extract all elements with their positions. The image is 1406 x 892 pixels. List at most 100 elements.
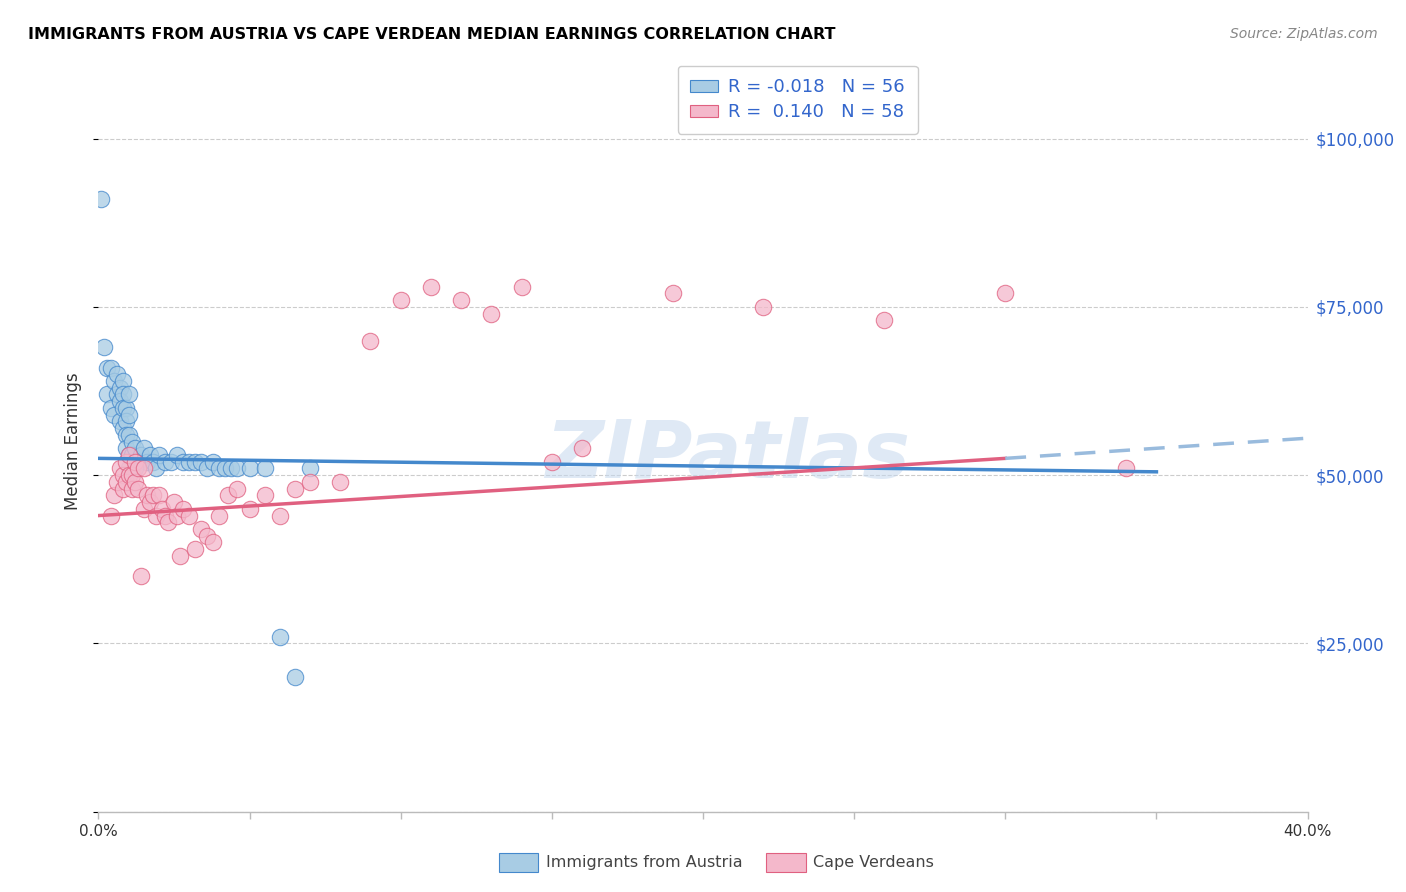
Point [329, 475, 352, 489]
Point [420, 279, 443, 293]
Point [105, 387, 128, 401]
Text: ZIPatlas: ZIPatlas [544, 417, 910, 495]
Point [121, 482, 143, 496]
Y-axis label: Median Earnings: Median Earnings [65, 373, 83, 510]
Point [118, 387, 141, 401]
Point [214, 461, 236, 475]
Point [299, 475, 322, 489]
Point [96, 387, 118, 401]
Point [226, 461, 249, 475]
Point [108, 394, 131, 409]
Point [132, 442, 155, 456]
Point [124, 455, 146, 469]
Point [166, 448, 188, 462]
Point [111, 374, 134, 388]
Point [153, 508, 176, 523]
Point [100, 401, 122, 415]
Point [148, 488, 170, 502]
Point [105, 475, 128, 489]
Point [121, 434, 143, 449]
Point [118, 468, 141, 483]
Point [481, 307, 503, 321]
Point [217, 488, 239, 502]
Point [118, 448, 141, 462]
Point [145, 508, 167, 523]
Point [124, 475, 146, 489]
Point [179, 455, 201, 469]
Point [190, 522, 212, 536]
Point [571, 442, 593, 456]
Point [127, 461, 149, 475]
Point [184, 455, 207, 469]
Point [239, 461, 262, 475]
Point [100, 508, 122, 523]
Point [208, 508, 231, 523]
Text: IMMIGRANTS FROM AUSTRIA VS CAPE VERDEAN MEDIAN EARNINGS CORRELATION CHART: IMMIGRANTS FROM AUSTRIA VS CAPE VERDEAN … [28, 27, 835, 42]
Point [269, 508, 291, 523]
Point [111, 401, 134, 415]
Point [90, 192, 112, 206]
Point [121, 448, 143, 462]
Point [96, 360, 118, 375]
Text: Cape Verdeans: Cape Verdeans [813, 855, 934, 870]
Point [299, 461, 322, 475]
Point [114, 442, 136, 456]
Point [111, 421, 134, 435]
Point [156, 516, 179, 530]
Point [111, 468, 134, 483]
Point [253, 488, 276, 502]
Point [195, 529, 218, 543]
Point [184, 542, 207, 557]
Point [127, 482, 149, 496]
Point [114, 414, 136, 428]
Point [135, 488, 157, 502]
Point [132, 501, 155, 516]
Point [114, 475, 136, 489]
Point [103, 374, 125, 388]
Point [103, 488, 125, 502]
Point [172, 501, 194, 516]
Point [100, 360, 122, 375]
Point [253, 461, 276, 475]
Point [540, 455, 562, 469]
Point [179, 508, 201, 523]
Point [114, 401, 136, 415]
Point [145, 461, 167, 475]
Point [239, 501, 262, 516]
Point [169, 549, 191, 563]
Point [129, 569, 152, 583]
Point [150, 501, 173, 516]
Point [661, 286, 683, 301]
Point [873, 313, 896, 327]
Point [118, 448, 141, 462]
Point [202, 455, 225, 469]
Point [166, 508, 188, 523]
Point [118, 427, 141, 442]
Point [108, 461, 131, 475]
Point [994, 286, 1017, 301]
Point [114, 455, 136, 469]
Point [129, 448, 152, 462]
Point [221, 461, 243, 475]
Point [510, 279, 533, 293]
Point [269, 630, 291, 644]
Point [208, 461, 231, 475]
Point [118, 408, 141, 422]
Point [389, 293, 412, 308]
Point [142, 488, 165, 502]
Point [360, 334, 382, 348]
Point [172, 455, 194, 469]
Point [111, 387, 134, 401]
Point [121, 468, 143, 483]
Point [148, 448, 170, 462]
Text: Immigrants from Austria: Immigrants from Austria [546, 855, 742, 870]
Point [111, 482, 134, 496]
Text: Source: ZipAtlas.com: Source: ZipAtlas.com [1230, 27, 1378, 41]
Point [752, 300, 775, 314]
Point [114, 427, 136, 442]
Point [226, 482, 249, 496]
Point [108, 414, 131, 428]
Point [93, 340, 115, 354]
Legend: R = -0.018   N = 56, R =  0.140   N = 58: R = -0.018 N = 56, R = 0.140 N = 58 [678, 66, 918, 134]
Point [163, 495, 186, 509]
